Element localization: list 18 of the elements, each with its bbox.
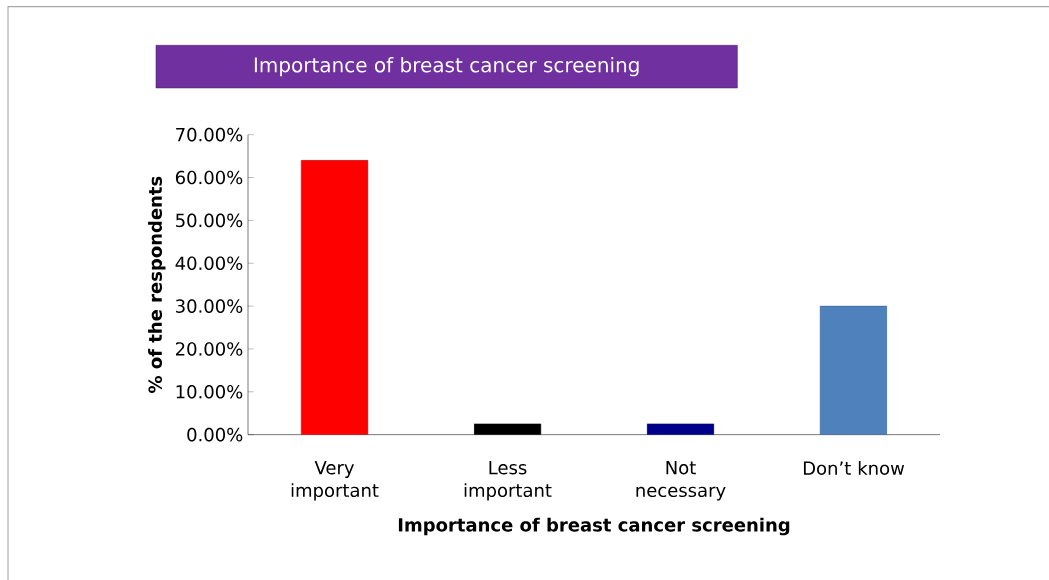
y-tick-label: 0.00%: [187, 427, 243, 442]
y-tick-label: 50.00%: [176, 213, 243, 228]
x-tick-label: Very important: [291, 461, 379, 501]
y-tick-label: 10.00%: [176, 384, 243, 399]
y-tick-label: 20.00%: [175, 342, 243, 356]
x-axis-title: Importance of breast cancer screening: [398, 517, 790, 536]
y-tick-label: 60.00%: [175, 170, 243, 185]
y-tick-label: 70.00%: [176, 127, 243, 142]
chart-title: Importance of breast cancer screening: [254, 56, 639, 77]
y-axis-title: % of the respondents: [148, 176, 166, 393]
y-tick-label: 40.00%: [175, 256, 243, 271]
bar: [646, 423, 715, 435]
x-tick-label: Don’t know: [803, 461, 905, 475]
x-tick-label: Less important: [464, 461, 552, 501]
bar: [473, 423, 542, 435]
x-tick-label: Not necessary: [636, 461, 726, 501]
bar: [819, 305, 888, 435]
y-tick-label: 30.00%: [176, 299, 243, 313]
